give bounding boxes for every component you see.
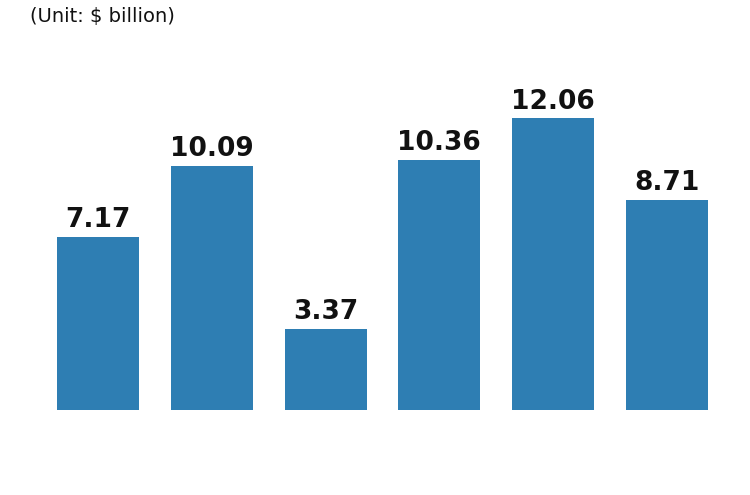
Text: 10.09: 10.09 — [170, 137, 254, 162]
Text: 8.71: 8.71 — [634, 170, 700, 196]
Text: 12.06: 12.06 — [512, 89, 595, 115]
Bar — [626, 199, 708, 410]
Bar — [512, 118, 594, 410]
Text: (Unit: $ billion): (Unit: $ billion) — [30, 7, 175, 26]
Bar — [285, 329, 367, 410]
Text: 3.37: 3.37 — [293, 299, 358, 325]
Bar — [171, 166, 253, 410]
Bar — [57, 237, 140, 410]
Bar — [398, 159, 480, 410]
Text: 7.17: 7.17 — [65, 207, 131, 233]
Text: 10.36: 10.36 — [398, 130, 482, 156]
